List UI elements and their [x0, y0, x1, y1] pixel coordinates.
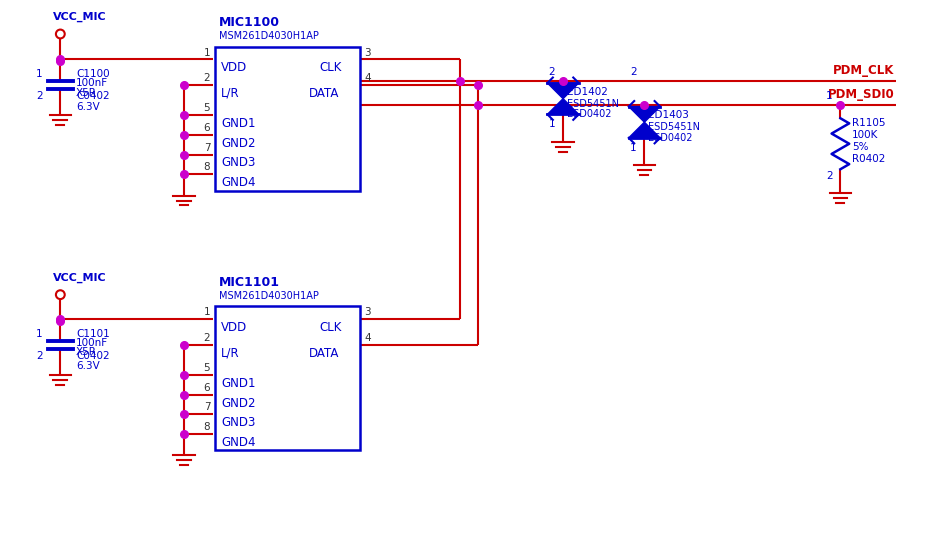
Bar: [215, 47, 360, 191]
Text: ED1402: ED1402: [567, 87, 607, 97]
Text: ESD5451N: ESD5451N: [567, 99, 619, 109]
Text: VCC_MIC: VCC_MIC: [52, 12, 106, 22]
Text: 1: 1: [204, 47, 211, 57]
Text: 6: 6: [204, 123, 211, 133]
Text: 2: 2: [204, 333, 211, 343]
Text: 7: 7: [204, 402, 211, 412]
Text: MIC1100: MIC1100: [219, 16, 280, 29]
Polygon shape: [548, 83, 578, 99]
Text: 100nF: 100nF: [76, 338, 109, 348]
Text: CLK: CLK: [319, 61, 342, 75]
Text: 1: 1: [630, 143, 636, 153]
Text: X5R: X5R: [76, 88, 96, 98]
Text: 7: 7: [204, 143, 211, 153]
Text: GND2: GND2: [221, 397, 256, 409]
Text: 8: 8: [204, 162, 211, 172]
Text: R0402: R0402: [852, 154, 885, 164]
Text: GND2: GND2: [221, 137, 256, 150]
Text: MSM261D4030H1AP: MSM261D4030H1AP: [219, 291, 319, 301]
Text: C0402: C0402: [76, 91, 110, 101]
Text: PDM_SDI0: PDM_SDI0: [827, 87, 894, 101]
Text: L/R: L/R: [221, 87, 240, 100]
Text: 2: 2: [37, 350, 43, 360]
Bar: [215, 306, 360, 451]
Text: R1105: R1105: [852, 118, 885, 128]
Text: 4: 4: [364, 73, 371, 83]
Text: C1100: C1100: [76, 69, 110, 79]
Text: 1: 1: [37, 329, 43, 339]
Text: 2: 2: [37, 91, 43, 101]
Text: 6.3V: 6.3V: [76, 361, 100, 372]
Text: 6: 6: [204, 383, 211, 393]
Polygon shape: [629, 122, 660, 138]
Text: C0402: C0402: [76, 350, 110, 360]
Text: 2: 2: [204, 73, 211, 83]
Text: 100K: 100K: [852, 130, 879, 140]
Text: 5%: 5%: [852, 142, 869, 152]
Text: 6.3V: 6.3V: [76, 101, 100, 111]
Text: 1: 1: [826, 91, 832, 101]
Text: 5: 5: [204, 363, 211, 373]
Text: 1: 1: [204, 307, 211, 317]
Text: VCC_MIC: VCC_MIC: [52, 272, 106, 283]
Text: CLK: CLK: [319, 321, 342, 334]
Text: 1: 1: [37, 69, 43, 79]
Text: 2: 2: [548, 67, 555, 77]
Text: 5: 5: [204, 104, 211, 114]
Text: PDM_CLK: PDM_CLK: [833, 64, 894, 77]
Text: GND1: GND1: [221, 377, 256, 390]
Text: 100nF: 100nF: [76, 78, 109, 88]
Text: GND1: GND1: [221, 118, 256, 130]
Text: GND3: GND3: [221, 157, 256, 169]
Text: DATA: DATA: [309, 87, 340, 100]
Text: VDD: VDD: [221, 61, 247, 75]
Text: 3: 3: [364, 307, 371, 317]
Text: GND3: GND3: [221, 416, 256, 429]
Text: 2: 2: [630, 67, 636, 77]
Text: ESD0402: ESD0402: [567, 109, 611, 119]
Text: 8: 8: [204, 422, 211, 432]
Text: 3: 3: [364, 47, 371, 57]
Text: ESD5451N: ESD5451N: [649, 122, 700, 132]
Text: C1101: C1101: [76, 329, 110, 339]
Text: VDD: VDD: [221, 321, 247, 334]
Text: MIC1101: MIC1101: [219, 276, 280, 289]
Text: DATA: DATA: [309, 346, 340, 360]
Text: X5R: X5R: [76, 348, 96, 358]
Text: 1: 1: [548, 119, 555, 129]
Text: 4: 4: [364, 333, 371, 343]
Text: ED1403: ED1403: [649, 110, 689, 120]
Text: ESD0402: ESD0402: [649, 133, 693, 143]
Text: MSM261D4030H1AP: MSM261D4030H1AP: [219, 31, 319, 41]
Text: 2: 2: [826, 171, 832, 181]
Text: GND4: GND4: [221, 436, 256, 449]
Polygon shape: [548, 99, 578, 114]
Text: L/R: L/R: [221, 346, 240, 360]
Polygon shape: [629, 106, 660, 122]
Text: GND4: GND4: [221, 176, 256, 189]
